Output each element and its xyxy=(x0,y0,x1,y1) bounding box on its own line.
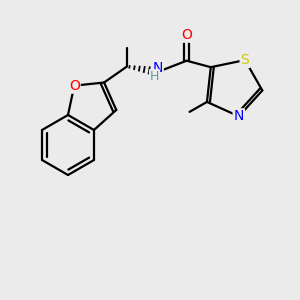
Text: S: S xyxy=(241,53,249,67)
Text: O: O xyxy=(69,79,80,93)
Text: O: O xyxy=(181,28,192,42)
Text: H: H xyxy=(150,70,159,83)
Text: N: N xyxy=(152,61,163,75)
Text: N: N xyxy=(234,109,244,123)
